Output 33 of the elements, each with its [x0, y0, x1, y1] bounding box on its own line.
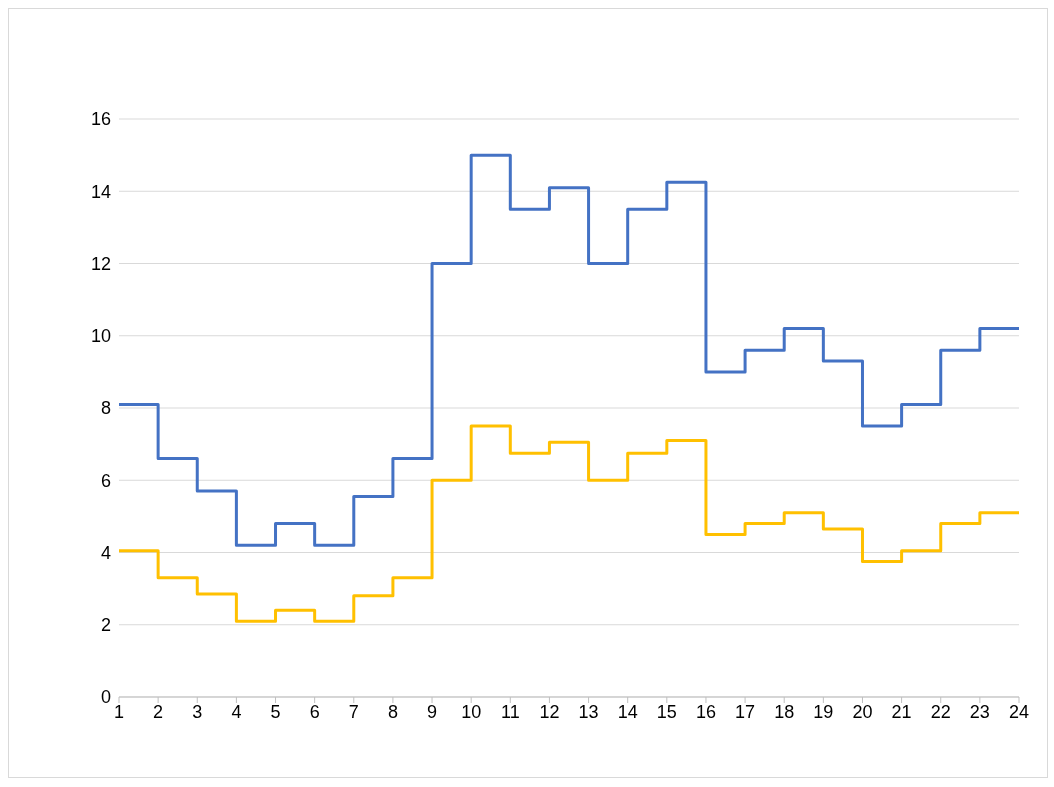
x-tick-label: 23	[969, 701, 990, 722]
x-tick-label: 9	[427, 701, 438, 722]
x-tick-label: 24	[1008, 701, 1030, 722]
x-tick-label: 20	[852, 701, 873, 722]
x-tick-label: 15	[656, 701, 677, 722]
x-tick-label: 21	[891, 701, 912, 722]
y-tick-label: 12	[90, 253, 111, 274]
x-tick-label: 12	[539, 701, 560, 722]
x-tick-label: 6	[309, 701, 320, 722]
x-tick-label: 13	[578, 701, 599, 722]
x-tick-label: 11	[500, 701, 520, 722]
x-tick-label: 16	[695, 701, 716, 722]
y-tick-label: 10	[90, 326, 111, 347]
y-tick-label: 14	[90, 181, 111, 202]
y-tick-label: 0	[100, 687, 111, 708]
x-tick-label: 1	[113, 701, 125, 722]
x-tick-label: 4	[231, 701, 242, 722]
x-tick-label: 3	[192, 701, 203, 722]
y-tick-label: 2	[100, 615, 111, 636]
x-tick-label: 2	[153, 701, 164, 722]
x-tick-label: 5	[270, 701, 281, 722]
x-tick-label: 17	[735, 701, 756, 722]
x-tick-label: 14	[617, 701, 638, 722]
x-tick-label: 22	[930, 701, 951, 722]
y-tick-label: 16	[90, 109, 111, 130]
y-tick-label: 6	[100, 470, 111, 491]
y-tick-label: 4	[100, 542, 111, 563]
x-tick-label: 19	[813, 701, 834, 722]
y-tick-label: 8	[100, 398, 111, 419]
x-tick-label: 7	[348, 701, 359, 722]
x-tick-label: 8	[387, 701, 398, 722]
x-tick-label: 18	[774, 701, 795, 722]
x-tick-label: 10	[461, 701, 482, 722]
